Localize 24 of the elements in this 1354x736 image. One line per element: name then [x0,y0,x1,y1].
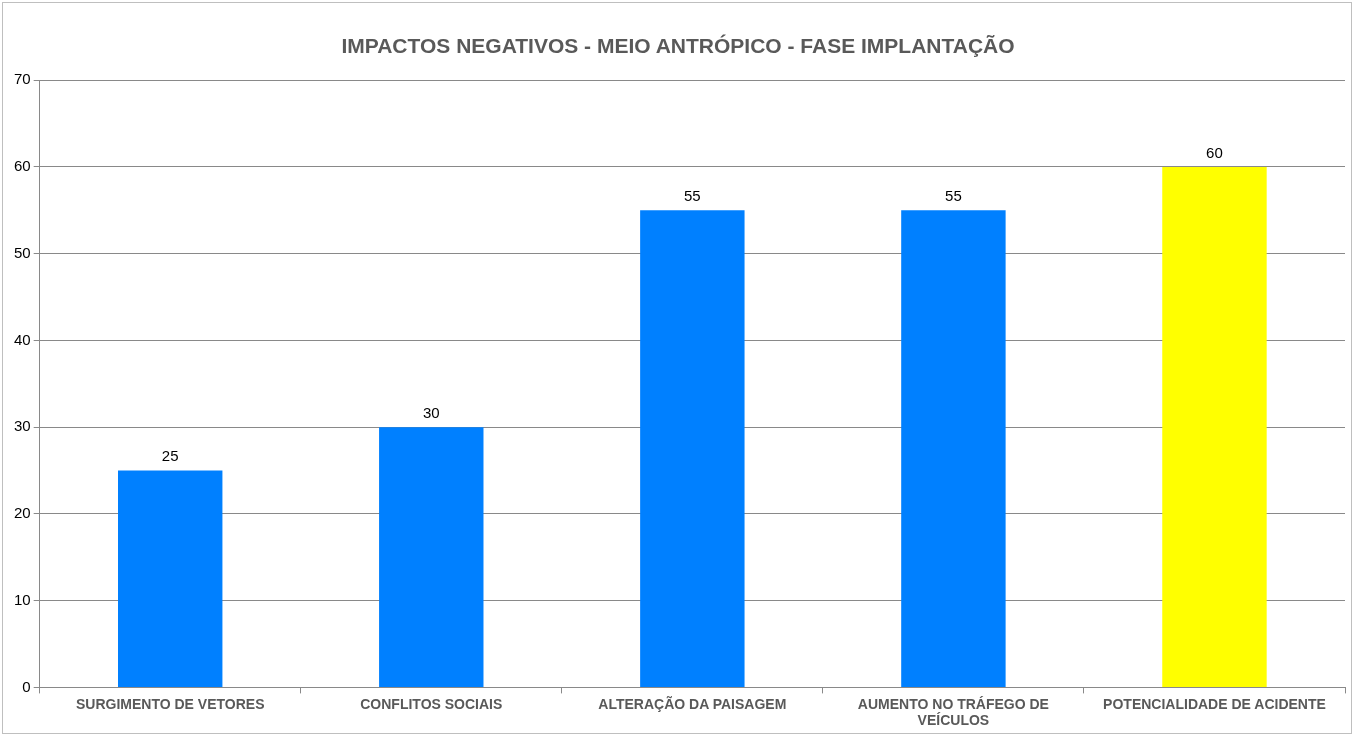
y-tick-label: 50 [14,243,31,261]
data-label: 25 [161,447,179,465]
y-tick-label: 20 [14,504,31,522]
y-tick-label: 60 [14,157,31,175]
x-tick-label: ALTERAÇÃO DA PAISAGEM [598,694,787,712]
x-tick-label: SURGIMENTO DE VETORES [75,695,265,712]
data-label: 30 [422,403,440,421]
bar [118,470,223,687]
y-tick-label: 30 [14,417,31,435]
y-tick-label: 0 [22,677,31,695]
data-label: 60 [1206,143,1223,161]
data-label: 55 [684,186,701,204]
x-tick-label: CONFLITOS SOCIAIS [360,695,503,712]
data-label: 55 [945,186,962,204]
y-tick-label: 40 [14,330,31,348]
y-tick-label: 70 [14,70,31,88]
chart-title: IMPACTOS NEGATIVOS - MEIO ANTRÓPICO - FASE IMPLANTAÇÃO [341,34,1015,58]
bar [1162,166,1267,687]
y-tick-label: 10 [14,590,31,608]
bar [379,427,484,687]
bar [640,210,745,687]
bar [901,210,1006,687]
x-tick-label: AUMENTO NO TRÁFEGO DE VEÍCULOS [857,695,1049,729]
x-tick-label: POTENCIALIDADE DE ACIDENTE [1103,695,1326,712]
